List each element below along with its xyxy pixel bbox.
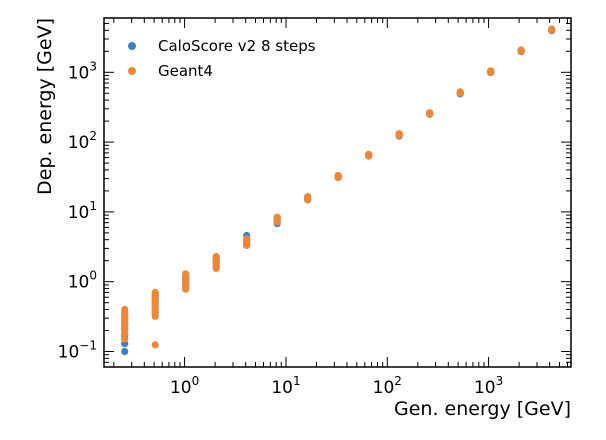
geant4-point	[182, 270, 190, 278]
data-markers	[121, 25, 556, 356]
caloscore-point	[121, 347, 129, 356]
geant4-point	[121, 335, 129, 343]
geant4-point	[426, 109, 434, 117]
legend-label-caloscore: CaloScore v2 8 steps	[158, 37, 316, 55]
geant4-point	[304, 193, 312, 201]
geant4-point	[151, 341, 159, 349]
geant4-point	[151, 288, 159, 297]
geant4-point	[456, 88, 464, 96]
geant4-point	[121, 305, 129, 314]
x-tick-label: 100	[170, 374, 199, 398]
geant4-point	[487, 67, 495, 75]
x-axis-label: Gen. energy [GeV]	[394, 398, 571, 420]
legend-marker-geant4	[128, 67, 136, 75]
geant4-point	[548, 25, 556, 33]
legend-label-geant4: Geant4	[158, 62, 213, 80]
y-tick-label: 101	[68, 199, 97, 223]
legend-marker-caloscore	[128, 42, 136, 50]
x-tick-label: 102	[373, 374, 402, 398]
geant4-point	[365, 150, 373, 158]
legend: CaloScore v2 8 steps Geant4	[128, 37, 316, 80]
axis-ticks	[104, 17, 571, 368]
geant4-point	[273, 213, 281, 221]
geant4-point	[334, 172, 342, 180]
geant4-point	[395, 130, 403, 138]
geant4-point	[517, 46, 525, 54]
y-tick-label: 103	[68, 59, 97, 83]
y-tick-label: 102	[68, 129, 97, 153]
x-tick-label: 101	[271, 374, 300, 398]
geant4-point	[243, 235, 251, 243]
tick-labels: 100 101 102 103 10−1 100 101 102 103	[58, 59, 504, 398]
geant4-point	[212, 252, 220, 261]
y-tick-label: 100	[68, 269, 97, 293]
plot-frame	[103, 17, 572, 368]
y-axis-label: Dep. energy [GeV]	[34, 18, 56, 195]
x-tick-label: 103	[474, 374, 503, 398]
y-tick-label: 10−1	[58, 339, 97, 363]
